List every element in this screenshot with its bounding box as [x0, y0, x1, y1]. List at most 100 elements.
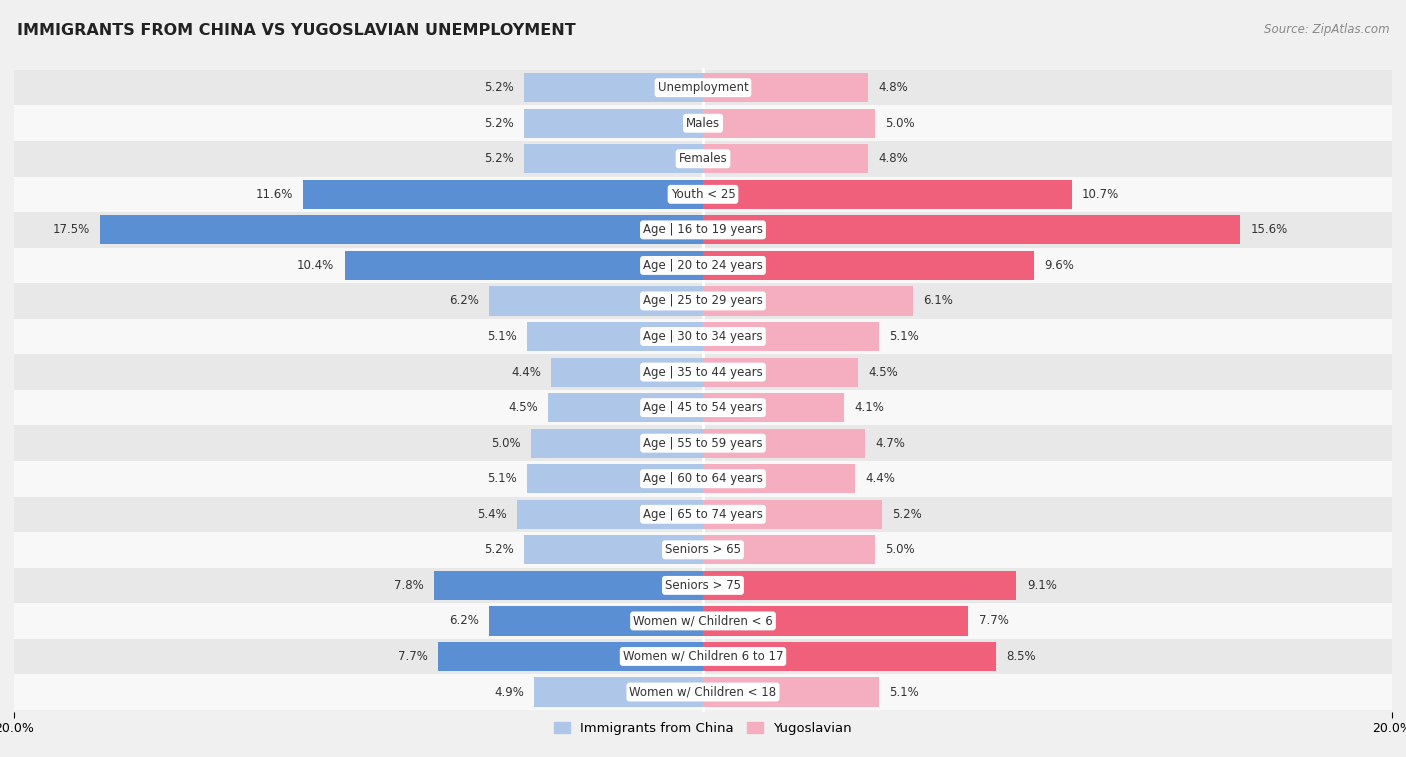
Bar — [434, 571, 703, 600]
Text: Age | 30 to 34 years: Age | 30 to 34 years — [643, 330, 763, 343]
Bar — [703, 571, 1017, 600]
Bar — [703, 642, 995, 671]
Bar — [14, 70, 1392, 105]
Text: 7.7%: 7.7% — [979, 615, 1008, 628]
Bar — [703, 73, 869, 102]
Bar — [489, 286, 703, 316]
Bar — [703, 286, 912, 316]
Text: 10.7%: 10.7% — [1083, 188, 1119, 201]
Bar — [527, 322, 703, 351]
Bar — [551, 357, 703, 387]
Text: Source: ZipAtlas.com: Source: ZipAtlas.com — [1264, 23, 1389, 36]
Text: Males: Males — [686, 117, 720, 129]
Text: 5.1%: 5.1% — [488, 472, 517, 485]
Text: 5.2%: 5.2% — [484, 81, 513, 94]
Text: 5.0%: 5.0% — [886, 544, 915, 556]
Bar — [14, 105, 1392, 141]
Text: Age | 20 to 24 years: Age | 20 to 24 years — [643, 259, 763, 272]
Bar — [524, 109, 703, 138]
Bar — [14, 248, 1392, 283]
Bar — [703, 251, 1033, 280]
Bar — [703, 357, 858, 387]
Bar — [14, 354, 1392, 390]
Text: Age | 65 to 74 years: Age | 65 to 74 years — [643, 508, 763, 521]
Text: Age | 55 to 59 years: Age | 55 to 59 years — [643, 437, 763, 450]
Text: 10.4%: 10.4% — [297, 259, 335, 272]
Bar — [524, 535, 703, 565]
Bar — [524, 144, 703, 173]
Text: 15.6%: 15.6% — [1251, 223, 1288, 236]
Text: 5.2%: 5.2% — [484, 117, 513, 129]
Text: 6.1%: 6.1% — [924, 294, 953, 307]
Text: 4.4%: 4.4% — [865, 472, 894, 485]
Text: Age | 25 to 29 years: Age | 25 to 29 years — [643, 294, 763, 307]
Text: Youth < 25: Youth < 25 — [671, 188, 735, 201]
Text: 5.0%: 5.0% — [886, 117, 915, 129]
Text: 8.5%: 8.5% — [1007, 650, 1036, 663]
Bar — [703, 215, 1240, 245]
Bar — [703, 428, 865, 458]
Text: 4.8%: 4.8% — [879, 81, 908, 94]
Bar — [548, 393, 703, 422]
Bar — [14, 390, 1392, 425]
Bar — [531, 428, 703, 458]
Text: IMMIGRANTS FROM CHINA VS YUGOSLAVIAN UNEMPLOYMENT: IMMIGRANTS FROM CHINA VS YUGOSLAVIAN UNE… — [17, 23, 575, 38]
Text: Unemployment: Unemployment — [658, 81, 748, 94]
Text: 5.4%: 5.4% — [477, 508, 506, 521]
Bar — [344, 251, 703, 280]
Bar — [703, 464, 855, 494]
Bar — [703, 322, 879, 351]
Text: 5.1%: 5.1% — [889, 330, 918, 343]
Bar — [703, 144, 869, 173]
Bar — [703, 678, 879, 706]
Bar — [524, 73, 703, 102]
Bar — [14, 425, 1392, 461]
Bar — [14, 497, 1392, 532]
Text: Age | 45 to 54 years: Age | 45 to 54 years — [643, 401, 763, 414]
Text: Seniors > 75: Seniors > 75 — [665, 579, 741, 592]
Text: Seniors > 65: Seniors > 65 — [665, 544, 741, 556]
Bar — [527, 464, 703, 494]
Text: 9.6%: 9.6% — [1045, 259, 1074, 272]
Text: 5.1%: 5.1% — [488, 330, 517, 343]
Text: 5.0%: 5.0% — [491, 437, 520, 450]
Bar — [14, 212, 1392, 248]
Text: 5.1%: 5.1% — [889, 686, 918, 699]
Text: 6.2%: 6.2% — [450, 615, 479, 628]
Text: 5.2%: 5.2% — [484, 152, 513, 165]
Text: Women w/ Children < 6: Women w/ Children < 6 — [633, 615, 773, 628]
Text: Age | 16 to 19 years: Age | 16 to 19 years — [643, 223, 763, 236]
Bar — [703, 606, 969, 636]
Bar — [14, 319, 1392, 354]
Text: 17.5%: 17.5% — [52, 223, 90, 236]
Bar — [703, 109, 875, 138]
Text: 5.2%: 5.2% — [893, 508, 922, 521]
Bar — [100, 215, 703, 245]
Bar — [14, 639, 1392, 674]
Text: 4.4%: 4.4% — [512, 366, 541, 378]
Bar — [14, 532, 1392, 568]
Text: 9.1%: 9.1% — [1026, 579, 1057, 592]
Text: 4.9%: 4.9% — [494, 686, 524, 699]
Text: 4.7%: 4.7% — [875, 437, 905, 450]
Text: 7.8%: 7.8% — [394, 579, 425, 592]
Bar — [14, 674, 1392, 710]
Bar — [14, 568, 1392, 603]
Bar — [14, 461, 1392, 497]
Bar — [703, 393, 844, 422]
Bar — [14, 283, 1392, 319]
Legend: Immigrants from China, Yugoslavian: Immigrants from China, Yugoslavian — [548, 716, 858, 740]
Text: 4.8%: 4.8% — [879, 152, 908, 165]
Bar — [703, 179, 1071, 209]
Bar — [534, 678, 703, 706]
Text: Females: Females — [679, 152, 727, 165]
Bar — [304, 179, 703, 209]
Text: 11.6%: 11.6% — [256, 188, 292, 201]
Text: 4.1%: 4.1% — [855, 401, 884, 414]
Bar — [703, 535, 875, 565]
Text: Age | 60 to 64 years: Age | 60 to 64 years — [643, 472, 763, 485]
Text: Women w/ Children < 18: Women w/ Children < 18 — [630, 686, 776, 699]
Text: Women w/ Children 6 to 17: Women w/ Children 6 to 17 — [623, 650, 783, 663]
Bar — [517, 500, 703, 529]
Text: 4.5%: 4.5% — [508, 401, 537, 414]
